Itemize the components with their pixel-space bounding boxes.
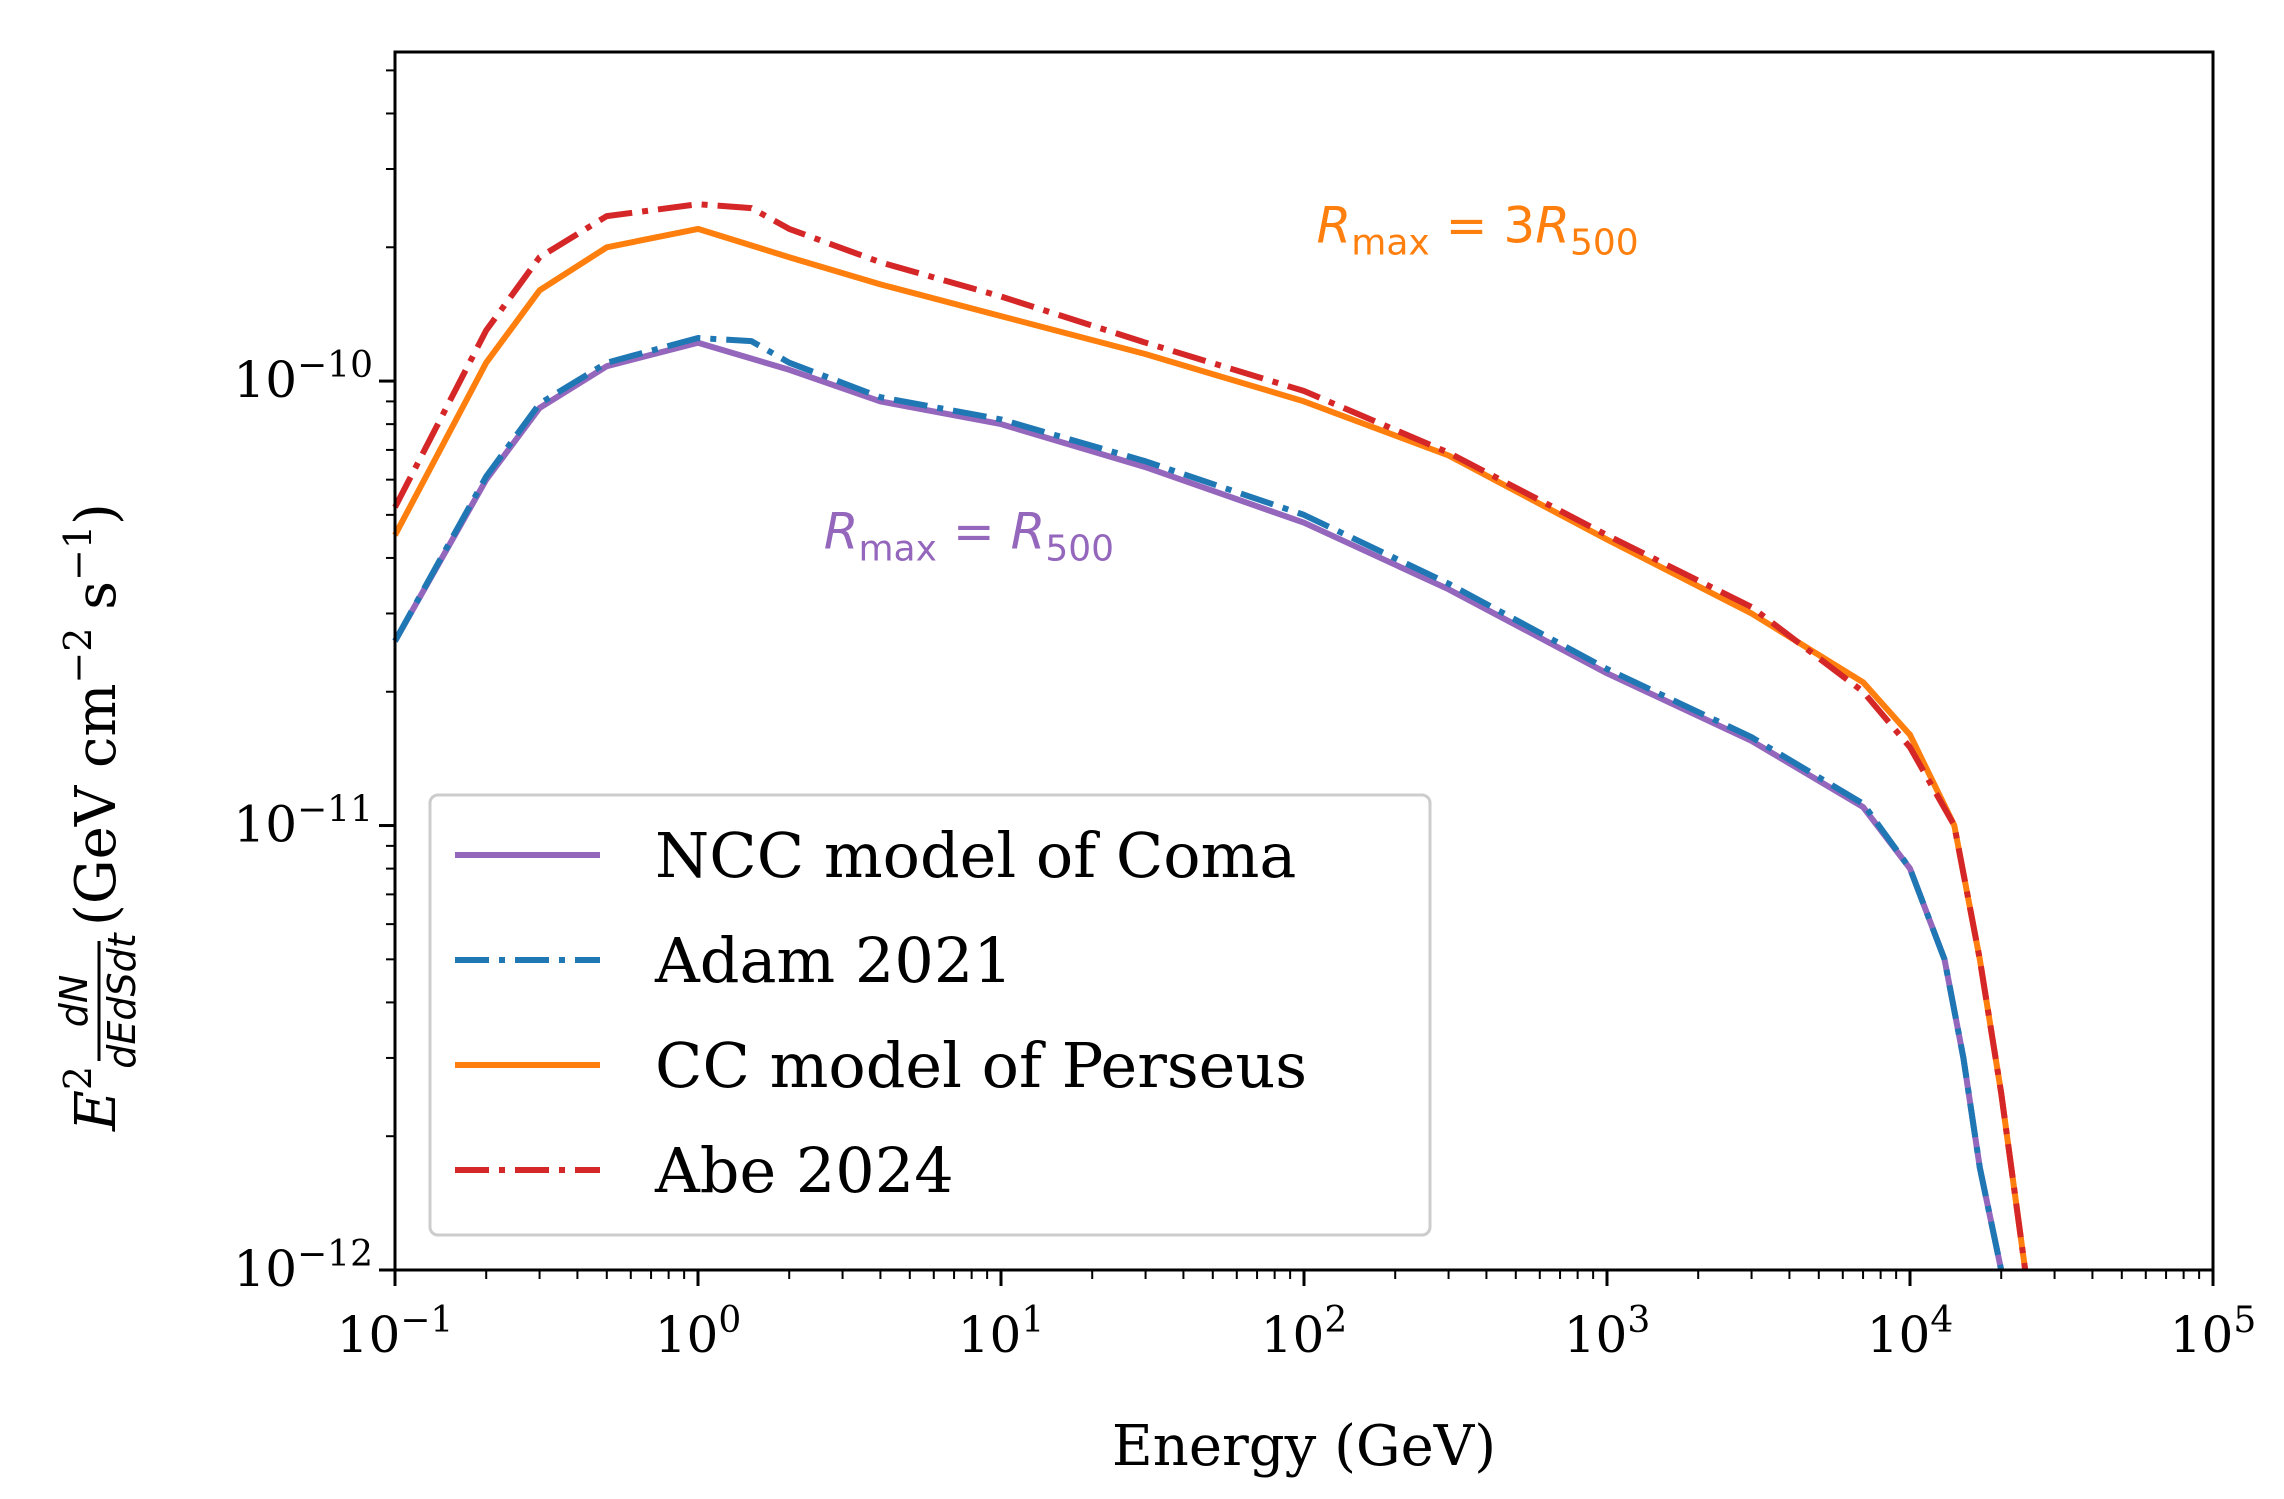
series-line-adam-2021 <box>392 335 2005 1271</box>
annotation-0: Rmax = R500 <box>824 503 1114 570</box>
legend: NCC model of Coma Adam 2021 CC model of Pe… <box>428 793 1432 1237</box>
x-axis-label: Energy (GeV) <box>1112 1414 1496 1479</box>
x-tick-label: 103 <box>1564 1300 1651 1365</box>
x-tick-label: 10−1 <box>337 1300 454 1365</box>
annotation-1: Rmax = 3R500 <box>1317 197 1639 264</box>
ylabel-fraction-num: dN <box>52 975 96 1028</box>
ylabel-fraction-den: dEdSdt <box>100 931 144 1068</box>
x-tick-label: 105 <box>2170 1300 2257 1365</box>
x-tick-label: 100 <box>655 1300 742 1365</box>
series-line-abe-2024 <box>392 201 2029 1271</box>
ylabel-e-part: E2 <box>56 1066 129 1132</box>
x-tick-label: 102 <box>1261 1300 1348 1365</box>
y-tick-label: 10−10 <box>233 345 373 410</box>
y-tick-label: 10−11 <box>233 789 373 854</box>
legend-label: Adam 2021 <box>654 924 1013 997</box>
legend-box <box>428 793 1432 1237</box>
y-axis-label: E2 dN dEdSdt (GeV cm−2 s−1) <box>52 503 144 1132</box>
legend-label: Abe 2024 <box>654 1134 954 1207</box>
axes-frame <box>393 50 2215 1272</box>
annotations: Rmax = R500 Rmax = 3R500 <box>824 197 1639 570</box>
series-line-cc-model-of-perseus <box>392 225 2029 1271</box>
legend-label: CC model of Perseus <box>655 1029 1307 1102</box>
legend-label: NCC model of Coma <box>655 819 1296 892</box>
series-group <box>392 201 2029 1271</box>
x-tick-label: 104 <box>1867 1300 1954 1365</box>
y-tick-label: 10−12 <box>233 1234 373 1299</box>
ticks: 10−1 100 101 102 103 104 105 10−12 10−11 10−10 <box>233 69 2257 1365</box>
x-tick-label: 101 <box>958 1300 1045 1365</box>
ylabel-units: (GeV cm−2 s−1) <box>56 503 129 926</box>
